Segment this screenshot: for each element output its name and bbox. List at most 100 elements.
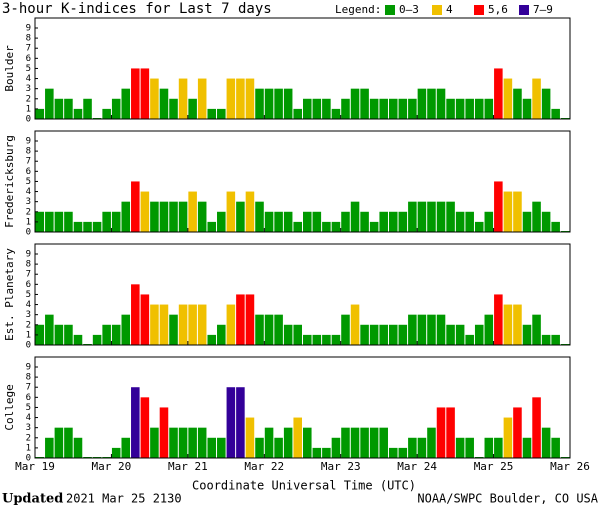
bar: [178, 201, 188, 232]
bar: [236, 387, 245, 458]
bar: [408, 437, 417, 458]
bar: [312, 98, 322, 119]
bar: [408, 98, 417, 119]
bar: [341, 427, 350, 458]
bar: [73, 437, 83, 458]
bar: [465, 98, 474, 119]
bar: [64, 98, 73, 119]
bar: [436, 88, 446, 119]
bar: [197, 201, 207, 232]
bar: [398, 447, 408, 458]
bar: [131, 68, 140, 119]
bar: [322, 447, 331, 458]
panel-label: Fredericksburg: [3, 135, 16, 228]
y-tick-label: 8: [26, 260, 31, 270]
updated-time: 2021 Mar 25 2130: [66, 492, 182, 506]
bar: [541, 211, 551, 232]
bar: [331, 108, 341, 119]
bar: [73, 334, 83, 345]
bar: [264, 427, 274, 458]
bar: [398, 211, 408, 232]
bar: [341, 98, 350, 119]
bar: [312, 211, 322, 232]
y-tick-label: 6: [26, 280, 31, 290]
bar: [369, 221, 379, 232]
y-tick-label: 2: [26, 207, 31, 217]
bar: [494, 181, 503, 232]
y-tick-label: 1: [26, 217, 31, 227]
bar: [150, 78, 159, 119]
bar: [226, 78, 236, 119]
bar: [513, 407, 522, 458]
bar: [417, 437, 427, 458]
bar: [455, 437, 465, 458]
bar: [503, 78, 513, 119]
bar: [551, 221, 560, 232]
bar: [360, 427, 369, 458]
bar: [341, 314, 350, 345]
bar: [494, 437, 503, 458]
bar: [388, 447, 398, 458]
bar: [54, 98, 64, 119]
source: NOAA/SWPC Boulder, CO USA: [417, 492, 598, 506]
bar: [541, 427, 551, 458]
bar: [532, 201, 541, 232]
bar: [217, 211, 226, 232]
bar: [150, 427, 159, 458]
y-tick-label: 9: [26, 250, 31, 260]
bar: [379, 427, 388, 458]
bar: [150, 304, 159, 345]
legend-swatch: [385, 5, 395, 15]
bar: [360, 324, 369, 345]
bar: [255, 201, 264, 232]
bar: [45, 437, 54, 458]
bar: [322, 334, 331, 345]
bar: [159, 407, 169, 458]
bar: [484, 437, 494, 458]
bar: [522, 437, 532, 458]
y-tick-label: 5: [26, 403, 31, 413]
bar: [522, 324, 532, 345]
y-tick-label: 4: [26, 413, 31, 423]
bar: [121, 201, 131, 232]
y-tick-label: 5: [26, 64, 31, 74]
bar: [455, 211, 465, 232]
bar: [541, 88, 551, 119]
bar: [274, 88, 283, 119]
x-tick-label: Mar 21: [168, 460, 208, 473]
bar: [121, 314, 131, 345]
bar: [197, 304, 207, 345]
bar: [436, 407, 446, 458]
bar: [45, 314, 54, 345]
bar: [379, 324, 388, 345]
bar: [312, 334, 322, 345]
y-tick-label: 2: [26, 320, 31, 330]
bar: [532, 78, 541, 119]
y-tick-label: 3: [26, 84, 31, 94]
bar: [331, 334, 341, 345]
y-tick-label: 7: [26, 44, 31, 54]
bar: [350, 201, 360, 232]
bar: [140, 191, 150, 232]
bar: [188, 98, 197, 119]
bar: [446, 324, 455, 345]
bar: [35, 211, 45, 232]
bar: [350, 304, 360, 345]
bar: [465, 334, 474, 345]
bar: [226, 304, 236, 345]
bar: [255, 88, 264, 119]
bar: [494, 294, 503, 345]
bar: [131, 181, 140, 232]
bar: [303, 211, 312, 232]
bar: [140, 68, 150, 119]
bar: [274, 437, 283, 458]
bar: [159, 201, 169, 232]
legend-swatch: [519, 5, 529, 15]
bar: [522, 211, 532, 232]
bar: [484, 211, 494, 232]
bar: [92, 221, 102, 232]
legend-swatch: [432, 5, 442, 15]
bar: [303, 427, 312, 458]
y-tick-label: 8: [26, 34, 31, 44]
bar: [551, 334, 560, 345]
